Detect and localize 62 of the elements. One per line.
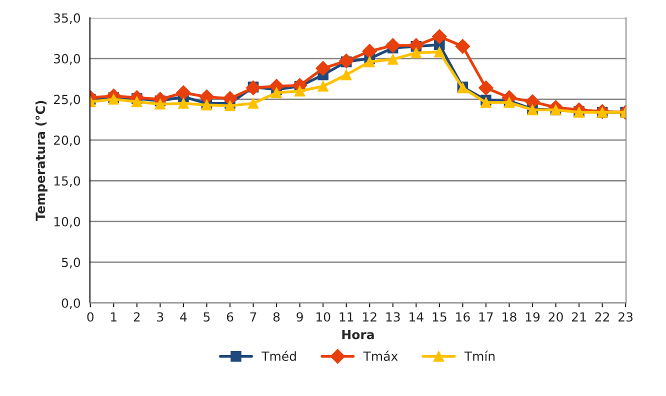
x-tick-label: 5 <box>204 312 210 322</box>
x-tick-label: 6 <box>226 312 234 322</box>
x-tick-label: 3 <box>157 312 164 322</box>
legend-label: Tméd <box>262 350 296 361</box>
point <box>271 87 282 98</box>
x-tick-label: 9 <box>296 312 303 322</box>
x-axis-title: Hora <box>342 330 374 340</box>
point <box>132 96 142 108</box>
y-tick-label: 10,0 <box>54 216 80 228</box>
x-tick-label: 14 <box>410 312 424 322</box>
legend-label: Tmáx <box>363 350 398 361</box>
point <box>176 85 191 100</box>
y-tick-label: 25,0 <box>54 94 80 106</box>
point <box>338 54 354 68</box>
point <box>434 46 445 58</box>
point <box>154 98 166 110</box>
x-tick-label: 22 <box>595 312 610 322</box>
x-tick-label: 18 <box>502 312 516 322</box>
point <box>364 56 375 68</box>
y-tick-label: 5,0 <box>62 258 80 268</box>
point <box>388 54 398 65</box>
point <box>178 98 189 109</box>
x-tick-label: 7 <box>250 312 256 322</box>
y-tick-label: 30,0 <box>54 54 80 65</box>
y-tick-label: 20,0 <box>54 135 80 146</box>
x-tick-label: 17 <box>479 312 493 322</box>
x-tick-label: 4 <box>180 312 187 322</box>
x-tick-label: 13 <box>386 312 400 322</box>
point <box>455 38 470 54</box>
point <box>480 97 492 108</box>
x-tick-label: 15 <box>432 312 446 322</box>
x-tick-label: 8 <box>273 312 280 322</box>
point <box>224 100 236 112</box>
y-tick-label: 15,0 <box>54 176 80 187</box>
x-tick-label: 21 <box>572 312 586 322</box>
point <box>248 98 259 109</box>
point <box>385 38 400 53</box>
x-tick-label: 23 <box>618 312 633 322</box>
legend-label: Tmín <box>464 350 495 361</box>
x-tick-label: 19 <box>526 312 540 322</box>
y-axis-title: Temperatura (°C) <box>35 100 48 221</box>
x-tick-label: 11 <box>340 312 354 322</box>
point <box>525 94 540 110</box>
x-tick-label: 0 <box>87 312 94 322</box>
x-tick-label: 12 <box>363 312 376 322</box>
x-tick-label: 16 <box>456 312 470 322</box>
point <box>478 80 494 96</box>
point <box>362 44 378 59</box>
point <box>318 80 328 92</box>
point <box>410 47 422 58</box>
point <box>316 60 330 76</box>
x-tick-label: 2 <box>134 312 140 322</box>
point <box>246 80 261 96</box>
x-tick-label: 20 <box>548 312 563 322</box>
point <box>294 86 306 97</box>
point <box>340 69 352 80</box>
x-tick-label: 1 <box>111 312 116 322</box>
point <box>432 29 447 44</box>
x-tick-label: 10 <box>316 312 330 322</box>
y-tick-label: 35,0 <box>54 13 80 24</box>
y-tick-label: 0,0 <box>62 298 80 310</box>
point <box>199 89 214 104</box>
